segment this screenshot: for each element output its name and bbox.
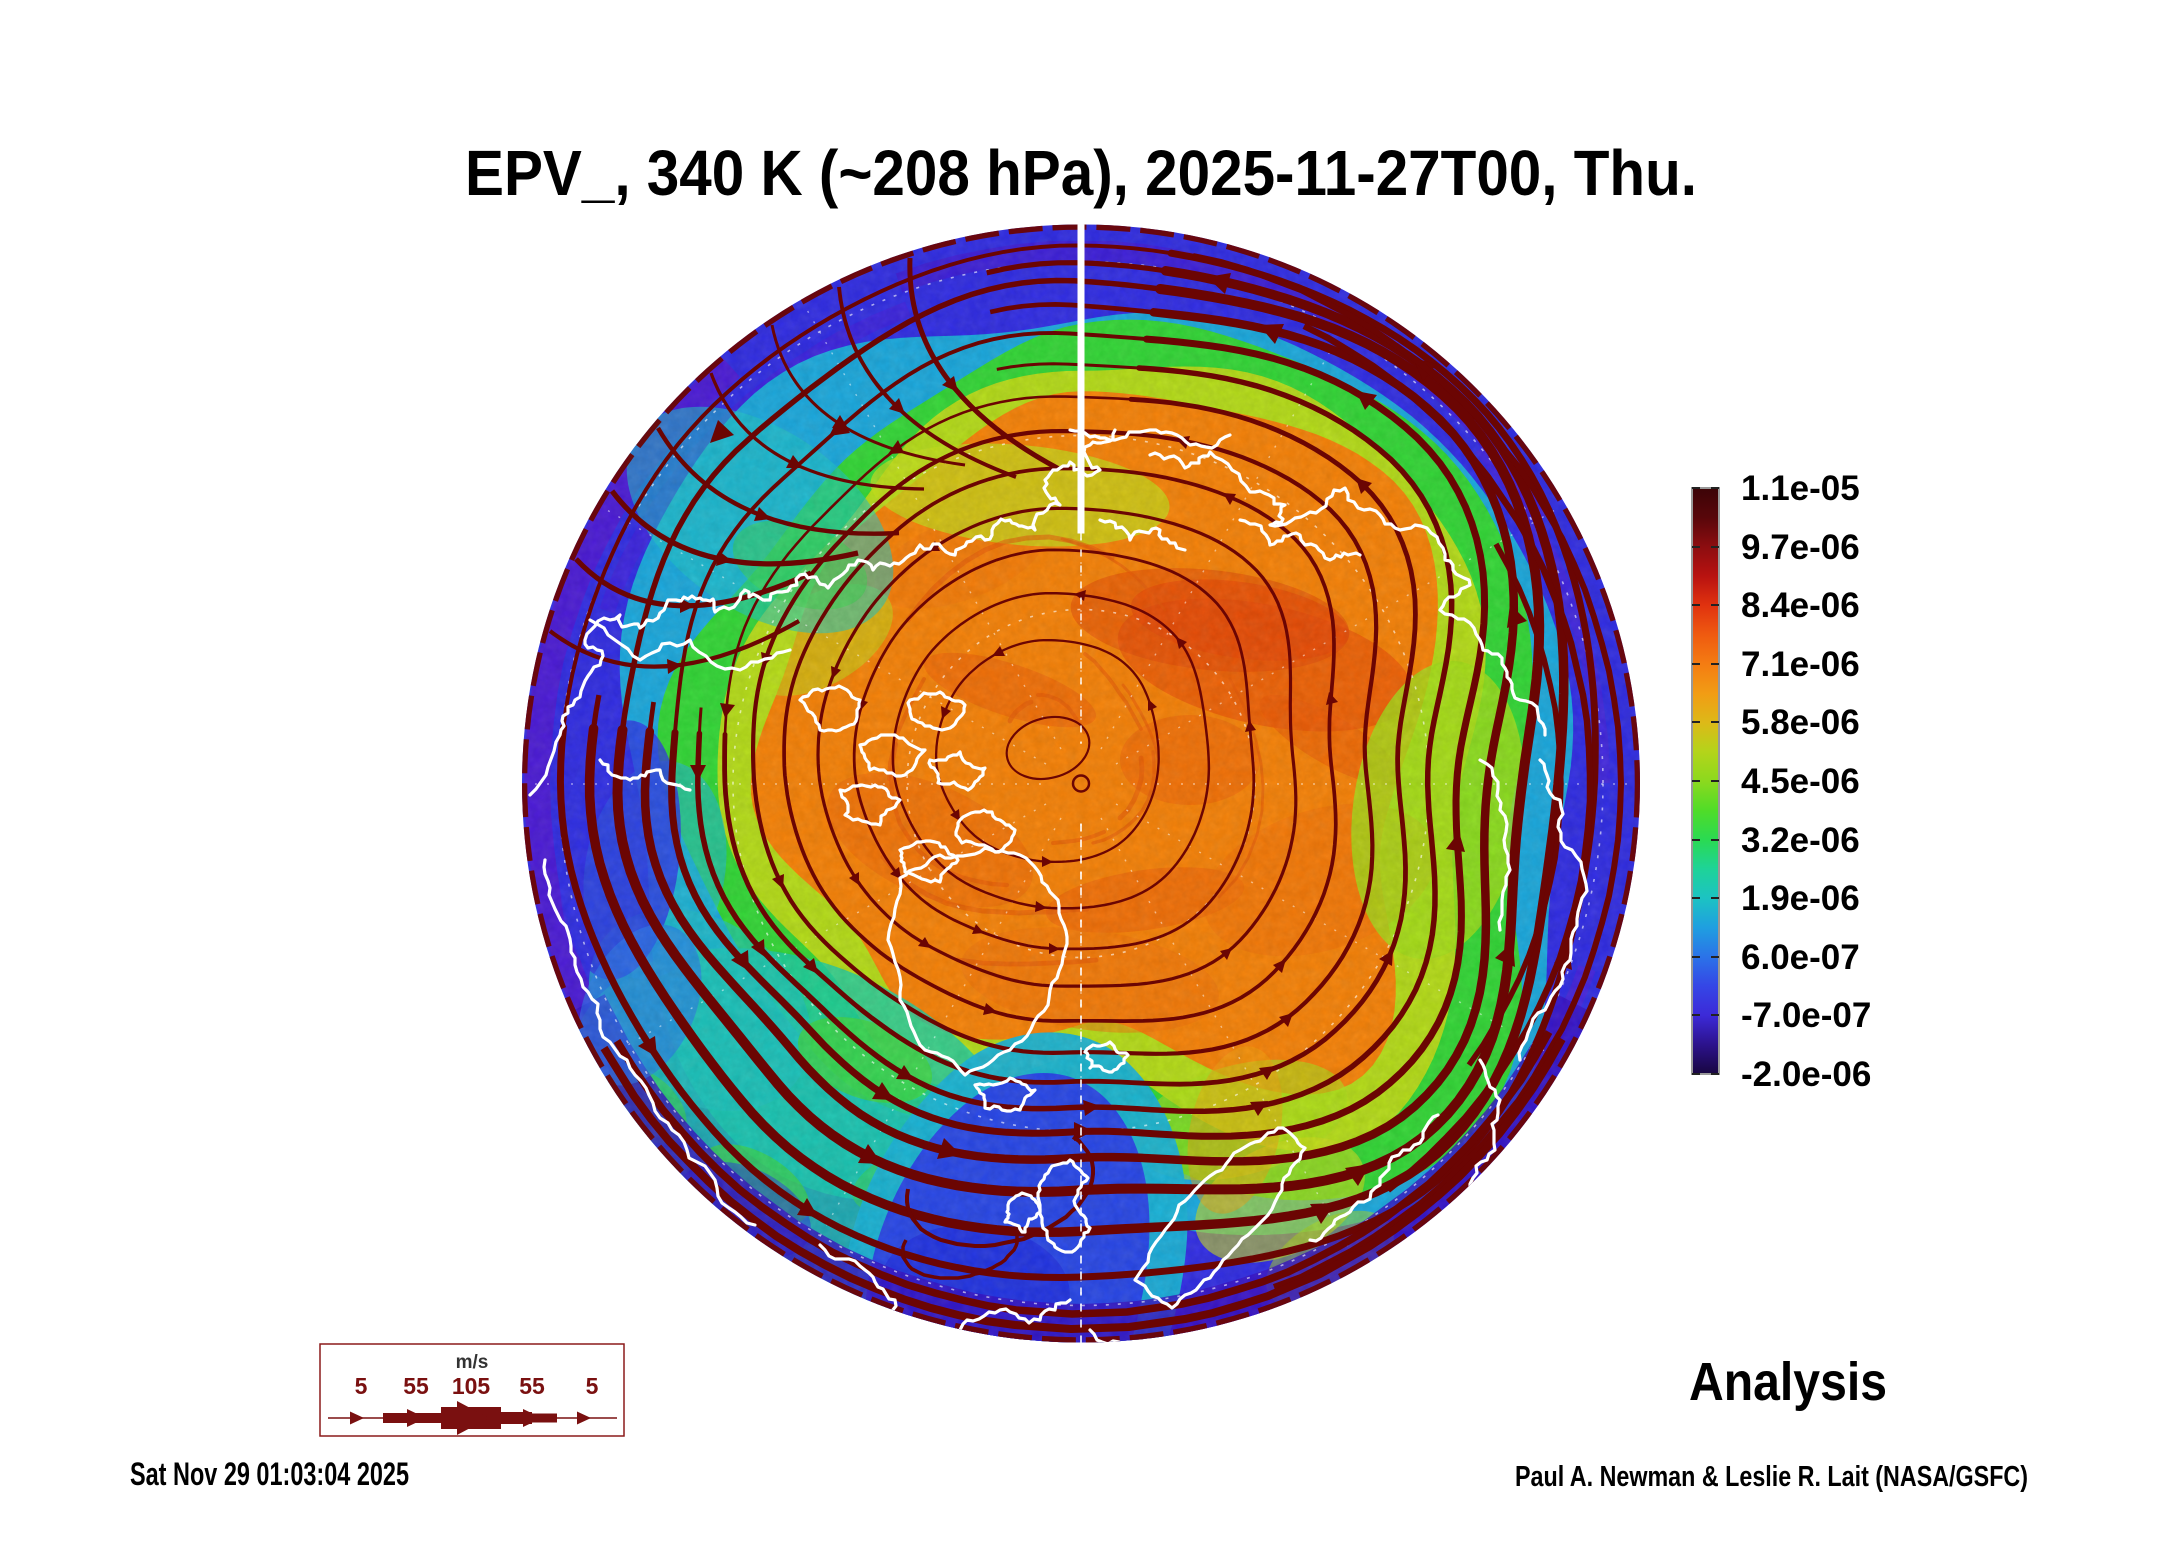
svg-text:1.1e-05: 1.1e-05 [1741, 469, 1860, 508]
svg-text:6.0e-07: 6.0e-07 [1741, 938, 1860, 977]
svg-text:5.8e-06: 5.8e-06 [1741, 703, 1860, 742]
svg-text:Analysis: Analysis [1689, 1352, 1887, 1412]
svg-text:-7.0e-07: -7.0e-07 [1741, 996, 1871, 1035]
svg-text:Sat Nov 29 01:03:04 2025: Sat Nov 29 01:03:04 2025 [130, 1456, 409, 1492]
svg-text:105: 105 [452, 1373, 491, 1399]
svg-text:55: 55 [403, 1373, 429, 1399]
svg-text:EPV_, 340 K (~208 hPa), 2025-1: EPV_, 340 K (~208 hPa), 2025-11-27T00, T… [465, 137, 1697, 209]
svg-text:8.4e-06: 8.4e-06 [1741, 586, 1860, 625]
svg-text:5: 5 [586, 1373, 599, 1399]
svg-text:4.5e-06: 4.5e-06 [1741, 762, 1860, 801]
svg-text:9.7e-06: 9.7e-06 [1741, 528, 1860, 567]
svg-text:5: 5 [355, 1373, 368, 1399]
svg-text:7.1e-06: 7.1e-06 [1741, 645, 1860, 684]
svg-text:-2.0e-06: -2.0e-06 [1741, 1055, 1871, 1094]
svg-text:55: 55 [519, 1373, 545, 1399]
svg-text:3.2e-06: 3.2e-06 [1741, 821, 1860, 860]
svg-text:m/s: m/s [456, 1352, 489, 1373]
svg-text:Paul A. Newman & Leslie R. Lai: Paul A. Newman & Leslie R. Lait (NASA/GS… [1515, 1461, 2028, 1493]
svg-text:1.9e-06: 1.9e-06 [1741, 879, 1860, 918]
